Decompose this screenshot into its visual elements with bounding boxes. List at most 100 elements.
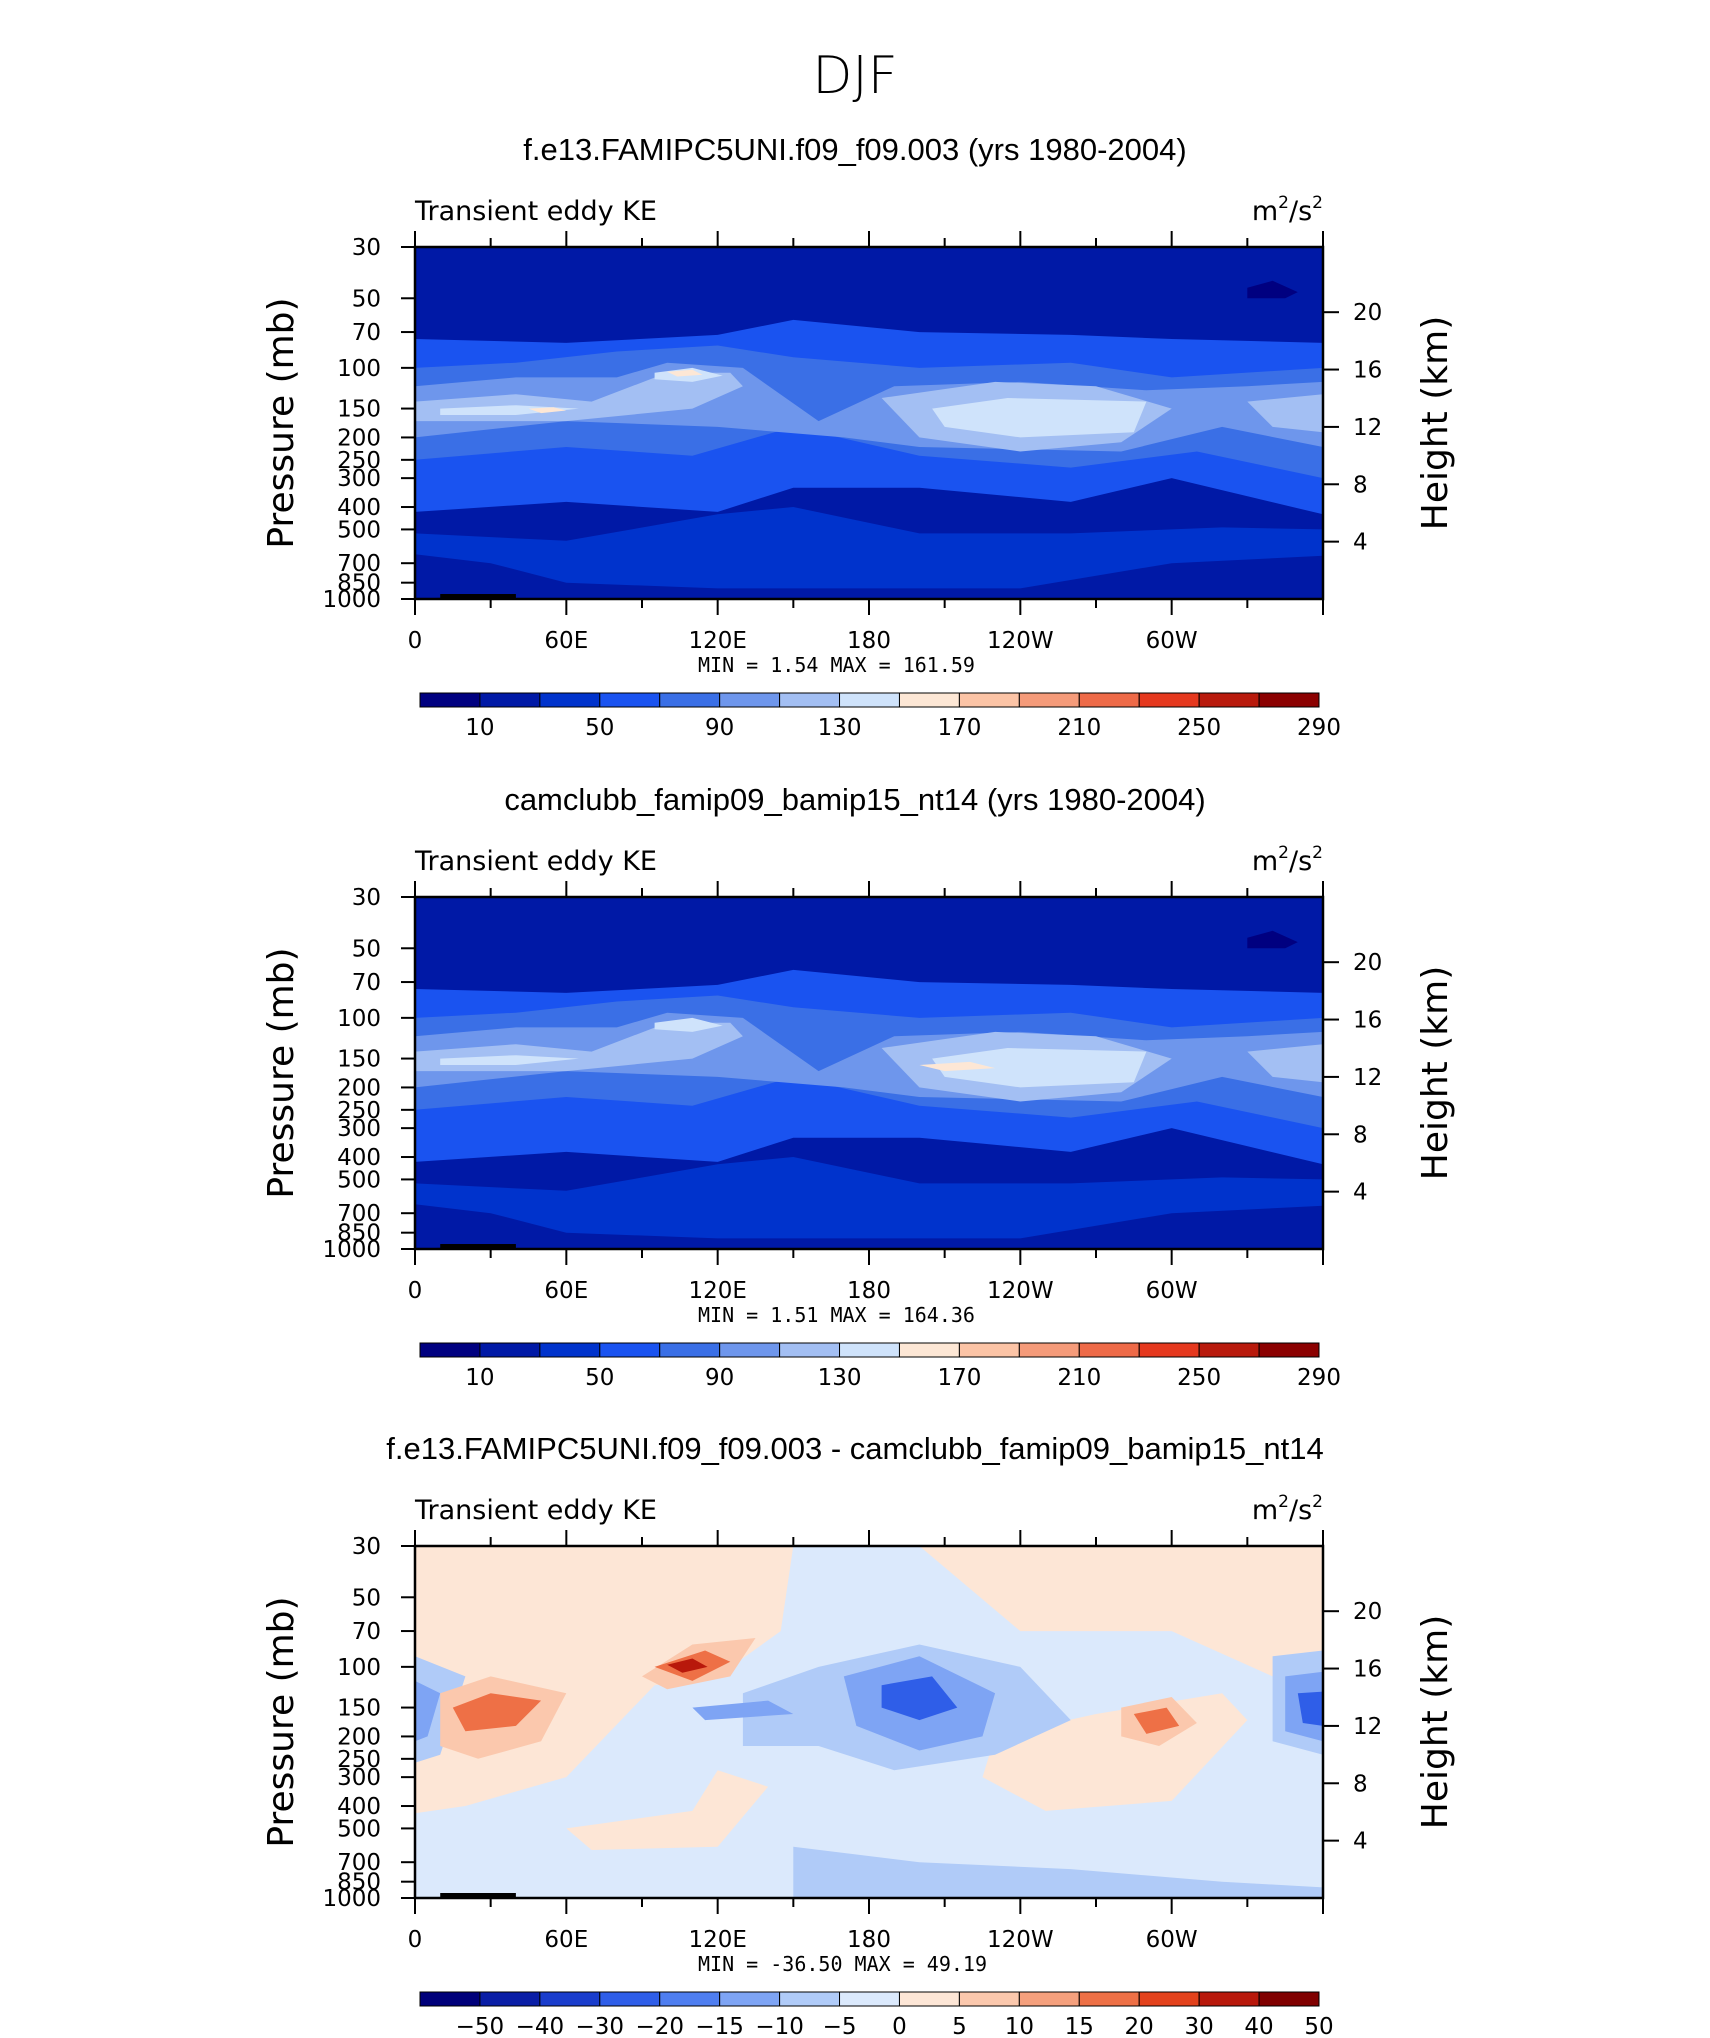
colorbar-swatch <box>1079 1992 1139 2006</box>
panel-subtitle: f.e13.FAMIPC5UNI.f09_f09.003 (yrs 1980-2… <box>523 132 1186 167</box>
x-tick-label: 180 <box>847 628 891 654</box>
colorbar-swatch <box>1199 693 1259 707</box>
colorbar-swatch <box>600 1343 660 1357</box>
y-axis-title: Pressure (mb) <box>261 947 302 1198</box>
colorbar-swatch <box>1199 1343 1259 1357</box>
colorbar-swatch <box>600 693 660 707</box>
colorbar-label: 5 <box>952 2014 967 2038</box>
colorbar-label: −5 <box>823 2014 857 2038</box>
colorbar-swatch <box>1139 1343 1199 1357</box>
variable-label: Transient eddy KE <box>414 846 657 877</box>
colorbar-swatch <box>660 693 720 707</box>
panels-group: f.e13.FAMIPC5UNI.f09_f09.003 (yrs 1980-2… <box>261 132 1456 2038</box>
x-tick-label: 120E <box>688 628 746 654</box>
colorbar-swatch <box>899 693 959 707</box>
x-tick-label: 60W <box>1146 1927 1198 1953</box>
y-tick-label: 70 <box>352 320 381 346</box>
units-label: m2/s2 <box>1252 1492 1323 1526</box>
y-tick-label: 30 <box>352 1534 381 1560</box>
y2-tick-label: 4 <box>1353 1180 1368 1206</box>
y2-tick-label: 20 <box>1353 300 1382 326</box>
y2-tick-label: 16 <box>1353 1008 1382 1034</box>
colorbar-swatch <box>480 1992 540 2006</box>
colorbar-swatch <box>780 1343 840 1357</box>
y-axis-title: Pressure (mb) <box>261 1596 302 1847</box>
colorbar-label: 10 <box>1005 2014 1034 2038</box>
colorbar-swatch <box>660 1992 720 2006</box>
colorbar-swatch <box>660 1343 720 1357</box>
y-tick-label: 500 <box>337 1816 381 1842</box>
panel-subtitle: f.e13.FAMIPC5UNI.f09_f09.003 - camclubb_… <box>386 1431 1323 1466</box>
y-tick-label: 150 <box>337 397 381 423</box>
colorbar-swatch <box>1019 1343 1079 1357</box>
y2-tick-label: 16 <box>1353 358 1382 384</box>
colorbar-label: −15 <box>695 2014 744 2038</box>
colorbar-swatch <box>1019 693 1079 707</box>
colorbar-swatch <box>420 1992 480 2006</box>
colorbar-swatch <box>780 693 840 707</box>
y2-axis-title: Height (km) <box>1415 1615 1456 1829</box>
colorbar-label: 10 <box>465 715 494 741</box>
colorbar-swatch <box>1019 1992 1079 2006</box>
x-tick-label: 60W <box>1146 1278 1198 1304</box>
colorbar-swatch <box>1139 1992 1199 2006</box>
y2-tick-label: 8 <box>1353 472 1368 498</box>
y2-tick-label: 20 <box>1353 950 1382 976</box>
x-tick-label: 60E <box>544 628 588 654</box>
colorbar-swatch <box>959 1343 1019 1357</box>
colorbar-label: 90 <box>705 1365 734 1391</box>
x-tick-label: 60E <box>544 1278 588 1304</box>
colorbar-label: 250 <box>1177 715 1221 741</box>
colorbar-label: 10 <box>465 1365 494 1391</box>
colorbar-label: −50 <box>456 2014 505 2038</box>
colorbar-swatch <box>1259 1343 1319 1357</box>
x-tick-label: 0 <box>408 1278 423 1304</box>
colorbar-swatch <box>840 1992 900 2006</box>
colorbar-swatch <box>1139 693 1199 707</box>
y2-tick-label: 16 <box>1353 1657 1382 1683</box>
y-tick-label: 300 <box>337 1765 381 1791</box>
x-tick-label: 0 <box>408 628 423 654</box>
y-tick-label: 30 <box>352 885 381 911</box>
x-tick-label: 60W <box>1146 628 1198 654</box>
colorbar-swatch <box>540 693 600 707</box>
colorbar-swatch <box>540 1343 600 1357</box>
x-tick-label: 180 <box>847 1278 891 1304</box>
colorbar-label: 15 <box>1065 2014 1094 2038</box>
colorbar-label: 20 <box>1125 2014 1154 2038</box>
y2-tick-label: 20 <box>1353 1599 1382 1625</box>
colorbar-label: 130 <box>818 715 862 741</box>
y2-axis-title: Height (km) <box>1415 966 1456 1180</box>
y-tick-label: 1000 <box>322 587 381 613</box>
y2-tick-label: 4 <box>1353 1829 1368 1855</box>
colorbar-swatch <box>959 1992 1019 2006</box>
y2-tick-label: 8 <box>1353 1771 1368 1797</box>
colorbar-label: −20 <box>635 2014 684 2038</box>
figure-title: DJF <box>812 46 897 106</box>
colorbar-label: 40 <box>1244 2014 1273 2038</box>
contour-field <box>415 247 1323 599</box>
x-tick-label: 180 <box>847 1927 891 1953</box>
min-max-readout: MIN = 1.51 MAX = 164.36 <box>698 1303 975 1327</box>
colorbar-swatch <box>1259 1992 1319 2006</box>
colorbar-swatch <box>959 693 1019 707</box>
panel-difference: f.e13.FAMIPC5UNI.f09_f09.003 - camclubb_… <box>261 1431 1456 2038</box>
contour-field <box>415 1546 1323 1898</box>
colorbar-swatch <box>540 1992 600 2006</box>
x-tick-label: 120E <box>688 1927 746 1953</box>
colorbar-swatch <box>780 1992 840 2006</box>
min-max-readout: MIN = 1.54 MAX = 161.59 <box>698 653 975 677</box>
y2-tick-label: 4 <box>1353 530 1368 556</box>
colorbar-swatch <box>1259 693 1319 707</box>
figure-canvas: DJF f.e13.FAMIPC5UNI.f09_f09.003 (yrs 19… <box>0 0 1710 2038</box>
y2-axis-title: Height (km) <box>1415 316 1456 530</box>
y2-tick-label: 12 <box>1353 1714 1382 1740</box>
y-tick-label: 70 <box>352 970 381 996</box>
x-tick-label: 60E <box>544 1927 588 1953</box>
y-tick-label: 30 <box>352 235 381 261</box>
y-tick-label: 300 <box>337 466 381 492</box>
y-tick-label: 1000 <box>322 1886 381 1912</box>
colorbar-label: −40 <box>516 2014 565 2038</box>
y-tick-label: 50 <box>352 1585 381 1611</box>
colorbar-swatch <box>720 693 780 707</box>
